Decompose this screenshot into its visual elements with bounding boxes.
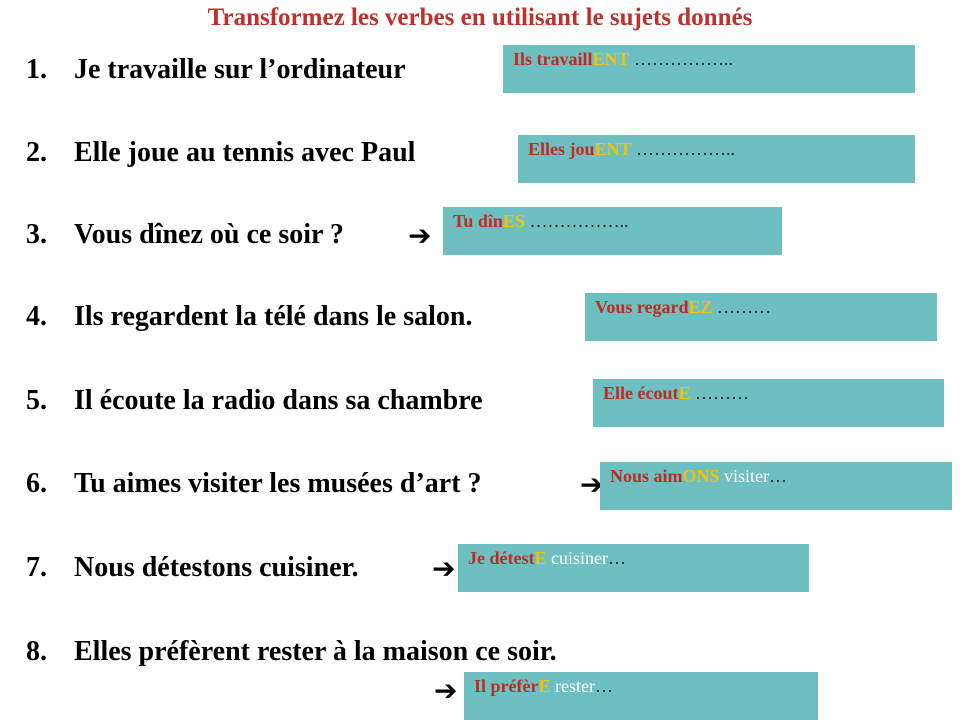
item-sentence: Il écoute la radio dans sa chambre <box>74 385 483 416</box>
item-sentence: Elles préfèrent rester à la maison ce so… <box>74 636 557 667</box>
answer-box: Tu dînES …………….. <box>443 207 782 255</box>
answer-box: Elles jouENT …………….. <box>518 135 915 183</box>
answer-ending: E <box>538 676 551 696</box>
answer-box: Nous aimONS visiter… <box>600 462 952 510</box>
answer-box: Elle écoutE ……… <box>593 379 944 427</box>
answer-rest: rester <box>550 676 595 696</box>
answer-stem: travaill <box>536 49 593 69</box>
answer-dots: ……… <box>690 383 749 403</box>
answer-box: Il préfèrE rester… <box>464 672 818 720</box>
answer-subject: Tu <box>453 211 474 231</box>
item-number: 4. <box>26 301 47 332</box>
answer-rest: cuisiner <box>546 548 608 568</box>
page-title: Transformez les verbes en utilisant le s… <box>207 4 753 31</box>
answer-ending: E <box>534 548 547 568</box>
arrow-right-icon: ➔ <box>408 219 432 252</box>
item-number: 2. <box>26 137 47 168</box>
answer-dots: … <box>607 548 626 568</box>
answer-stem: préfèr <box>490 676 539 696</box>
item-number: 7. <box>26 552 47 583</box>
item-sentence: Tu aimes visiter les musées d’art ? <box>74 468 482 499</box>
answer-stem: aim <box>653 466 683 486</box>
answer-subject: Ils <box>513 49 533 69</box>
answer-dots: …………….. <box>524 211 629 231</box>
item-sentence: Elle joue au tennis avec Paul <box>74 137 416 168</box>
arrow-right-icon: ➔ <box>434 674 458 707</box>
answer-subject: Nous <box>610 466 650 486</box>
answer-dots: ……… <box>712 297 772 317</box>
item-number: 5. <box>26 385 47 416</box>
answer-subject: Elles <box>528 139 566 159</box>
answer-box: Ils travaillENT …………….. <box>503 45 915 93</box>
answer-stem: dîn <box>477 211 503 231</box>
answer-ending: E <box>678 383 691 403</box>
answer-ending: ENT <box>594 139 632 159</box>
arrow-right-icon: ➔ <box>432 552 456 585</box>
answer-subject: Elle <box>603 383 633 403</box>
answer-ending: EZ <box>688 297 713 317</box>
answer-dots: … <box>769 466 788 486</box>
answer-stem: détest <box>489 548 535 568</box>
item-number: 6. <box>26 468 47 499</box>
item-sentence: Vous dînez où ce soir ? <box>74 219 344 250</box>
item-number: 1. <box>26 54 47 85</box>
answer-ending: ENT <box>592 49 630 69</box>
answer-rest: visiter <box>719 466 770 486</box>
item-sentence: Je travaille sur l’ordinateur <box>74 54 406 85</box>
answer-ending: ONS <box>682 466 720 486</box>
answer-stem: regard <box>636 297 689 317</box>
answer-subject: Je <box>468 548 485 568</box>
answer-box: Vous regardEZ ……… <box>585 293 937 341</box>
answer-subject: Il <box>474 676 487 696</box>
answer-ending: ES <box>502 211 525 231</box>
item-sentence: Nous détestons cuisiner. <box>74 552 359 583</box>
item-sentence: Ils regardent la télé dans le salon. <box>74 301 473 332</box>
arrow-right-icon: ➔ <box>580 468 604 501</box>
item-number: 3. <box>26 219 47 250</box>
item-number: 8. <box>26 636 47 667</box>
answer-dots: …………….. <box>629 49 734 69</box>
answer-dots: …………….. <box>631 139 736 159</box>
answer-box: Je détestE cuisiner… <box>458 544 809 592</box>
answer-subject: Vous <box>595 297 633 317</box>
answer-stem: écout <box>637 383 679 403</box>
answer-dots: … <box>594 676 613 696</box>
answer-stem: jou <box>569 139 595 159</box>
